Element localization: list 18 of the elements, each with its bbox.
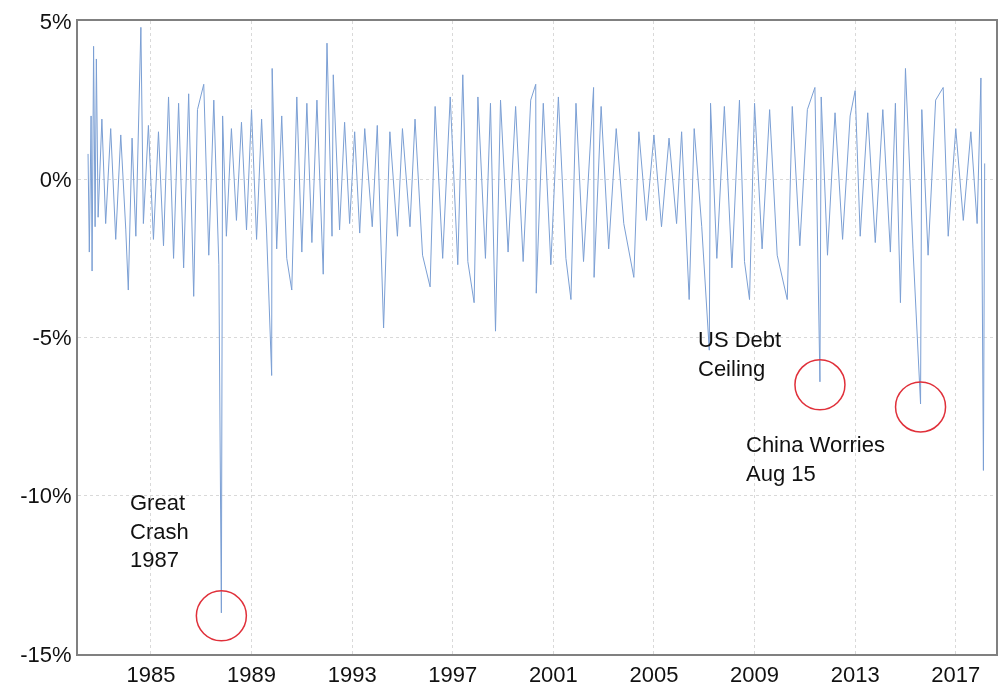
annotation: Great Crash 1987 <box>130 490 189 573</box>
y-tick-label: 5% <box>39 8 72 34</box>
x-tick-label: 2017 <box>931 662 981 688</box>
y-tick-label: -10% <box>20 483 72 509</box>
x-tick-label: 1997 <box>428 662 478 688</box>
line-series <box>87 26 986 614</box>
annotation: US Debt Ceiling <box>698 327 782 381</box>
x-tick-label: 2009 <box>730 662 780 688</box>
annotation: China Worries Aug 15 <box>746 432 885 486</box>
y-tick-label: -15% <box>20 641 72 667</box>
x-tick-label: 1993 <box>327 662 377 688</box>
x-tick-label: 2001 <box>528 662 578 688</box>
x-tick-label: 1985 <box>126 662 176 688</box>
y-tick-label: -5% <box>32 325 72 351</box>
y-tick-label: 0% <box>39 166 72 192</box>
x-tick-label: 2013 <box>830 662 880 688</box>
x-tick-label: 2005 <box>629 662 679 688</box>
x-tick-label: 1989 <box>227 662 277 688</box>
